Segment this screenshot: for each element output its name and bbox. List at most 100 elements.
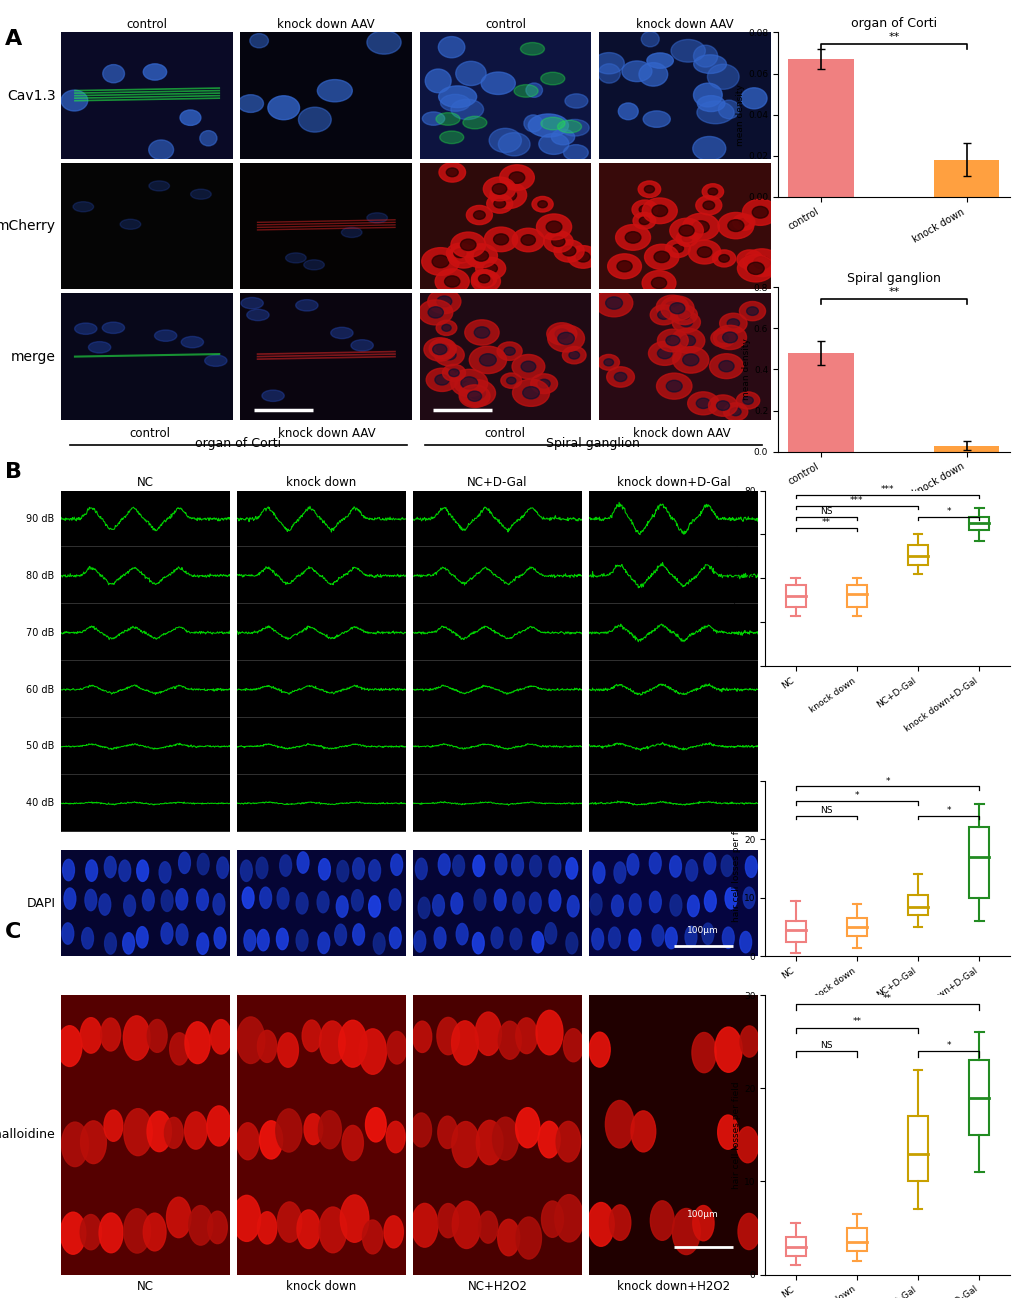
Circle shape — [476, 1120, 502, 1164]
Circle shape — [737, 254, 773, 282]
Ellipse shape — [627, 854, 638, 875]
Ellipse shape — [513, 892, 524, 914]
Text: ***: *** — [880, 485, 894, 495]
Circle shape — [680, 318, 692, 327]
Ellipse shape — [720, 855, 733, 876]
Ellipse shape — [741, 88, 766, 109]
Circle shape — [104, 1110, 122, 1141]
Circle shape — [743, 249, 780, 276]
Circle shape — [680, 335, 695, 347]
Circle shape — [651, 278, 666, 288]
Text: **: ** — [852, 1018, 861, 1027]
Ellipse shape — [638, 62, 667, 86]
Circle shape — [732, 214, 754, 230]
Circle shape — [232, 1195, 260, 1241]
Circle shape — [184, 1022, 210, 1063]
Circle shape — [516, 1018, 537, 1054]
Circle shape — [207, 1106, 231, 1146]
Text: control: control — [129, 427, 170, 440]
Circle shape — [435, 269, 469, 295]
Circle shape — [81, 1121, 106, 1163]
Circle shape — [57, 1025, 82, 1067]
Ellipse shape — [296, 300, 318, 312]
Circle shape — [669, 218, 703, 243]
Circle shape — [708, 395, 737, 417]
Ellipse shape — [256, 857, 268, 879]
Ellipse shape — [103, 65, 124, 83]
Circle shape — [500, 373, 521, 388]
Text: *: * — [946, 806, 950, 815]
Circle shape — [498, 1022, 521, 1059]
Circle shape — [503, 347, 515, 356]
Circle shape — [446, 243, 473, 263]
Bar — [933, 160, 999, 197]
Circle shape — [478, 275, 489, 283]
Circle shape — [607, 254, 641, 279]
Ellipse shape — [685, 927, 696, 948]
Circle shape — [715, 401, 729, 410]
Circle shape — [736, 392, 759, 409]
Ellipse shape — [438, 36, 465, 58]
Circle shape — [608, 1205, 630, 1241]
Circle shape — [319, 1207, 346, 1253]
Ellipse shape — [520, 43, 544, 55]
Circle shape — [595, 289, 632, 317]
Ellipse shape — [247, 309, 269, 321]
Ellipse shape — [697, 96, 725, 112]
Circle shape — [714, 1027, 742, 1072]
Ellipse shape — [240, 297, 263, 309]
Circle shape — [451, 1201, 480, 1249]
Circle shape — [474, 327, 489, 339]
Circle shape — [451, 1121, 479, 1167]
Y-axis label: hair cell losses per field: hair cell losses per field — [732, 1081, 741, 1189]
Circle shape — [484, 227, 518, 252]
Circle shape — [436, 1018, 459, 1055]
Circle shape — [475, 257, 505, 279]
Circle shape — [676, 231, 697, 247]
Ellipse shape — [159, 862, 171, 883]
Ellipse shape — [197, 933, 209, 954]
Circle shape — [429, 339, 455, 358]
Circle shape — [682, 354, 698, 366]
X-axis label: NC: NC — [137, 1280, 154, 1293]
Ellipse shape — [664, 927, 677, 949]
Circle shape — [702, 201, 714, 210]
Ellipse shape — [85, 889, 97, 911]
Circle shape — [644, 244, 679, 270]
Circle shape — [413, 1022, 431, 1053]
Circle shape — [508, 171, 525, 183]
Ellipse shape — [214, 927, 225, 949]
X-axis label: NC+H2O2: NC+H2O2 — [467, 1280, 527, 1293]
Ellipse shape — [102, 322, 124, 334]
Circle shape — [719, 313, 746, 334]
Ellipse shape — [161, 923, 172, 944]
Title: NC: NC — [137, 476, 154, 489]
Circle shape — [442, 365, 465, 382]
Circle shape — [461, 382, 470, 388]
Ellipse shape — [181, 336, 204, 348]
Circle shape — [657, 330, 688, 352]
Circle shape — [521, 235, 535, 245]
Ellipse shape — [439, 131, 464, 144]
Circle shape — [441, 324, 450, 331]
Ellipse shape — [389, 927, 400, 949]
Ellipse shape — [353, 924, 364, 945]
Ellipse shape — [474, 889, 485, 910]
Ellipse shape — [696, 101, 734, 123]
Circle shape — [123, 1108, 152, 1155]
Ellipse shape — [557, 121, 581, 132]
Ellipse shape — [472, 932, 484, 954]
Ellipse shape — [104, 857, 116, 877]
Circle shape — [341, 1125, 363, 1160]
Ellipse shape — [693, 45, 717, 67]
Ellipse shape — [540, 117, 565, 130]
Circle shape — [747, 262, 763, 274]
Bar — [847, 918, 866, 936]
Circle shape — [496, 341, 522, 361]
Ellipse shape — [277, 888, 288, 909]
Circle shape — [657, 310, 669, 319]
Circle shape — [738, 218, 748, 226]
Ellipse shape — [418, 897, 430, 919]
Ellipse shape — [304, 260, 324, 270]
Ellipse shape — [237, 95, 263, 113]
